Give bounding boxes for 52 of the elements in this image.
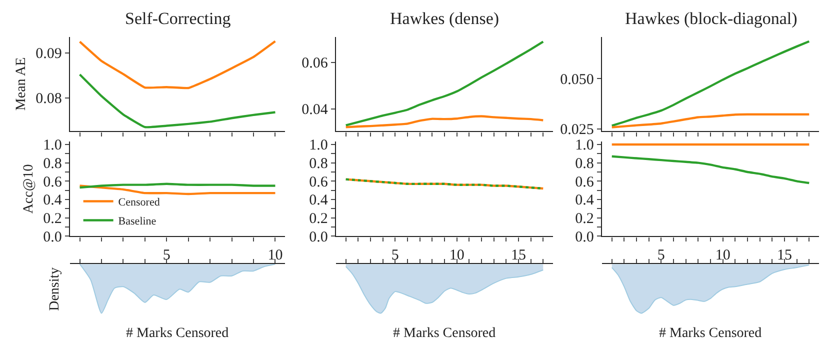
y-tick-label: 0.2 xyxy=(309,211,328,228)
y-tick-label: 0.4 xyxy=(575,192,594,209)
line-series xyxy=(78,73,276,128)
x-tick-label: 15 xyxy=(776,247,792,264)
y-tick-label: 0.8 xyxy=(575,156,594,172)
y-tick-label: 0.2 xyxy=(575,211,594,228)
line-series xyxy=(610,113,810,128)
y-tick-label: 0.6 xyxy=(575,174,594,190)
y-tick-label: 0.0 xyxy=(43,229,62,246)
y-tick-label: 0.025 xyxy=(560,122,594,138)
y-tick-label: 0.8 xyxy=(309,156,328,172)
chart-title: Hawkes (dense) xyxy=(390,9,500,28)
y-tick-label: 0.6 xyxy=(309,174,328,190)
y-tick-label: 1.0 xyxy=(309,138,328,154)
x-tick-label: 10 xyxy=(449,247,464,264)
y-tick-label: 1.0 xyxy=(575,138,594,154)
line-series xyxy=(610,40,810,127)
y-tick-label: 0.4 xyxy=(43,192,62,209)
chart-title: Hawkes (block-diagonal) xyxy=(625,9,798,28)
y-tick-label: 0.050 xyxy=(560,72,594,88)
line-series xyxy=(344,178,544,190)
y-tick-label: 0.04 xyxy=(302,102,328,118)
y-axis-title: Mean AE xyxy=(14,57,30,111)
legend-label: Baseline xyxy=(118,216,156,228)
x-axis-title: # Marks Censored xyxy=(393,326,496,341)
x-axis-title: # Marks Censored xyxy=(659,326,762,341)
y-tick-label: 0.08 xyxy=(36,91,62,108)
chart-title: Self-Correcting xyxy=(125,9,232,28)
y-tick-label: 0.0 xyxy=(309,229,328,246)
x-tick-label: 10 xyxy=(715,247,730,264)
x-axis-title: # Marks Censored xyxy=(126,326,229,341)
y-tick-label: 0.0 xyxy=(575,229,594,246)
x-tick-label: 10 xyxy=(268,247,283,264)
y-tick-label: 0.6 xyxy=(43,174,62,190)
x-tick-label: 5 xyxy=(162,247,170,264)
line-series xyxy=(78,40,276,90)
y-axis-title: Density xyxy=(48,267,63,311)
y-tick-label: 0.4 xyxy=(309,192,328,209)
y-tick-label: 0.2 xyxy=(43,211,62,228)
x-tick-label: 5 xyxy=(391,247,399,264)
y-tick-label: 1.0 xyxy=(43,138,62,154)
y-tick-label: 0.09 xyxy=(36,46,62,62)
y-tick-label: 0.06 xyxy=(302,56,328,72)
legend-label: Censored xyxy=(118,196,160,209)
y-tick-label: 0.8 xyxy=(43,156,62,172)
y-axis-title: Acc@10 xyxy=(22,164,37,214)
line-series xyxy=(78,184,276,196)
line-series xyxy=(344,115,544,128)
line-series xyxy=(344,40,544,126)
x-tick-label: 5 xyxy=(657,247,665,264)
x-tick-label: 15 xyxy=(510,247,526,264)
line-series xyxy=(610,155,810,184)
